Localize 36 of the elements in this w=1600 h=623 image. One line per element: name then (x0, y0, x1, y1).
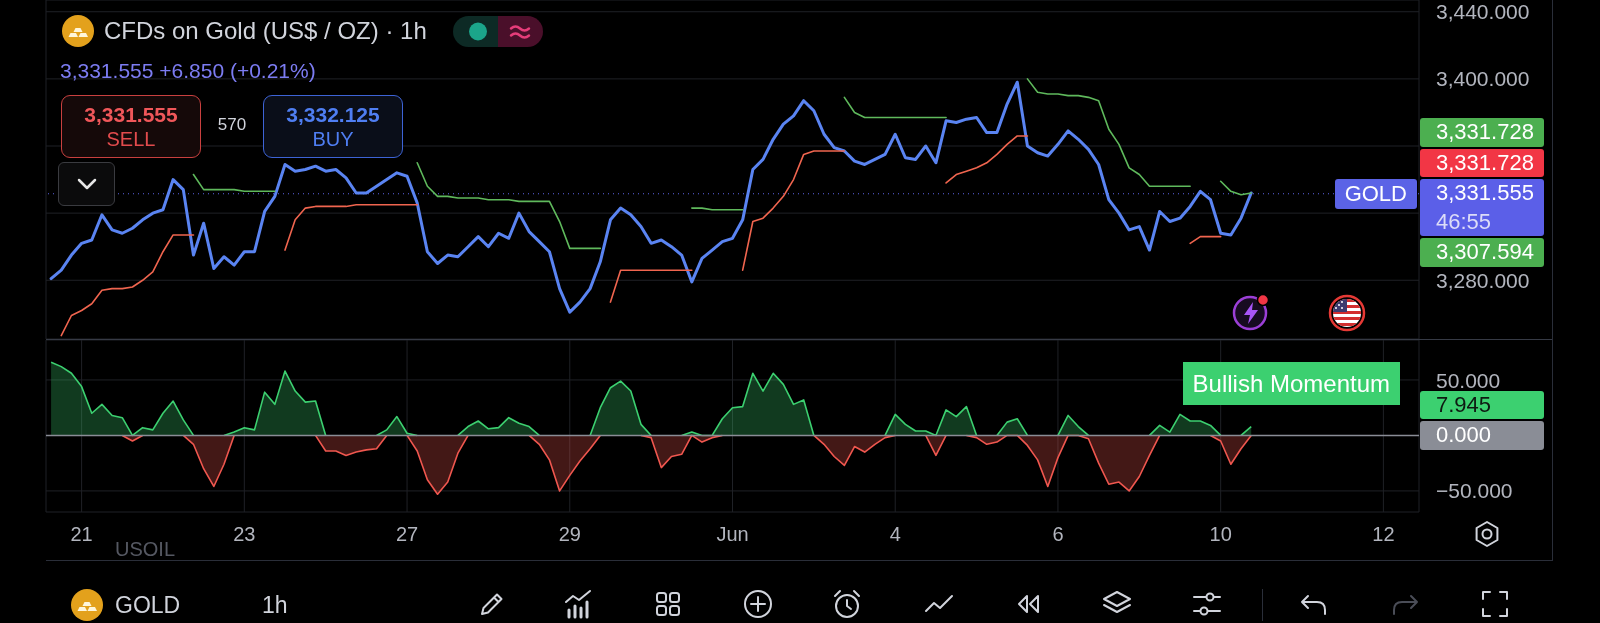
x-tick-label: 12 (1372, 523, 1395, 545)
x-tick-label: 4 (889, 523, 901, 545)
x-tick-label: 29 (558, 523, 581, 545)
buy-button: 3,332.125 BUY (263, 95, 403, 158)
annotation: SELL (106, 127, 156, 150)
y-tick-label: 3,440.000 (1436, 0, 1530, 24)
y-tick-label: −50.000 (1436, 479, 1513, 503)
sell-button: 3,331.555 SELL (61, 95, 201, 158)
y-tick-label: 3,400.000 (1436, 67, 1530, 91)
y-tick-label: 3,280.000 (1436, 268, 1530, 292)
ref-line-label: GOLD (1344, 180, 1407, 206)
text: 7.945 (1436, 391, 1492, 417)
text: 3,331.555 (1436, 180, 1534, 206)
annotation: 3,332.125 (286, 102, 380, 126)
y-tick-label: 50.000 (1436, 368, 1501, 392)
text: CFDs on Gold (US$ / OZ) · 1h (104, 17, 427, 44)
text: GOLD (115, 592, 181, 618)
annotation: BUY (312, 127, 354, 150)
x-tick-label: 6 (1052, 523, 1064, 545)
text: 46:55 (1436, 208, 1492, 234)
x-tick-label: 23 (233, 523, 256, 545)
line-series (49, 80, 1253, 314)
text: 1h (262, 592, 288, 618)
text: 3,307.594 (1436, 239, 1534, 265)
x-tick-label: Jun (716, 523, 749, 545)
ref-line-label: 0.000 (1436, 422, 1492, 448)
text: 3,331.728 (1436, 149, 1534, 175)
x-tick-label: 21 (70, 523, 93, 545)
text: USOIL (115, 538, 176, 560)
annotation: 570 (217, 115, 247, 134)
text: 3,331.728 (1436, 119, 1534, 145)
annotation: 3,331.555 (84, 102, 178, 126)
x-tick-label: 27 (395, 523, 419, 545)
x-tick-label: 10 (1209, 523, 1232, 545)
text: 3,331.555 +6.850 (+0.21%) (60, 59, 316, 82)
series-label: Bullish Momentum (1192, 369, 1390, 397)
